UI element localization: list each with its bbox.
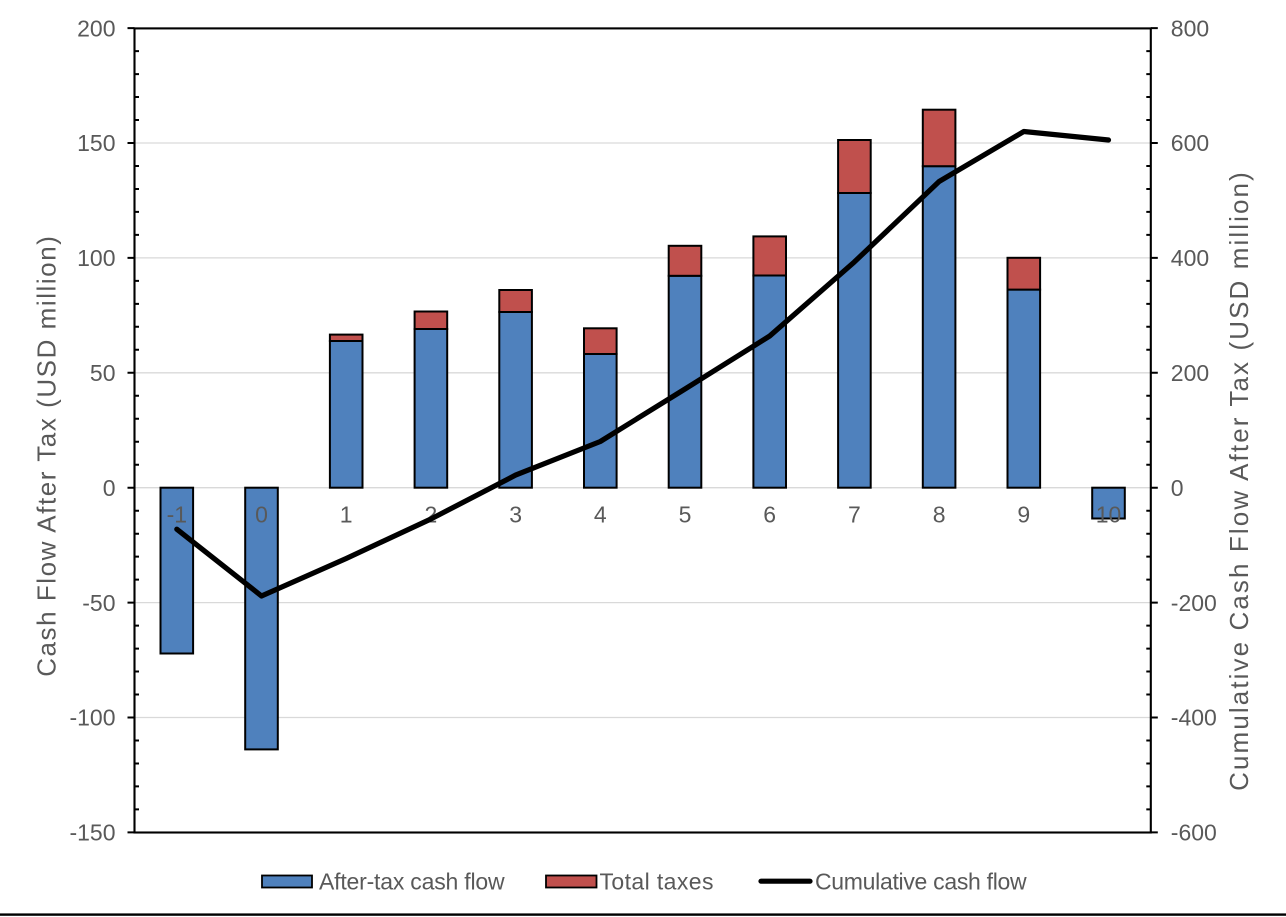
- svg-text:Cash Flow After Tax (USD milli: Cash Flow After Tax (USD million): [32, 235, 62, 677]
- svg-text:200: 200: [77, 15, 115, 41]
- svg-text:400: 400: [1171, 245, 1209, 271]
- svg-text:50: 50: [90, 360, 116, 386]
- svg-text:150: 150: [77, 130, 115, 156]
- svg-text:-1: -1: [167, 502, 187, 528]
- svg-text:Cumulative cash flow: Cumulative cash flow: [815, 868, 1027, 894]
- svg-text:9: 9: [1017, 502, 1030, 528]
- svg-text:After-tax cash flow: After-tax cash flow: [319, 868, 505, 894]
- svg-text:-400: -400: [1171, 705, 1217, 731]
- svg-text:7: 7: [848, 502, 861, 528]
- svg-text:3: 3: [509, 502, 522, 528]
- svg-text:5: 5: [679, 502, 692, 528]
- svg-text:1: 1: [340, 502, 353, 528]
- svg-text:-150: -150: [69, 820, 115, 846]
- svg-text:800: 800: [1171, 15, 1209, 41]
- svg-text:0: 0: [103, 475, 116, 501]
- svg-text:200: 200: [1171, 360, 1209, 386]
- svg-text:100: 100: [77, 245, 115, 271]
- svg-text:-50: -50: [82, 590, 115, 616]
- svg-text:10: 10: [1096, 502, 1122, 528]
- svg-text:Cumulative Cash Flow After Tax: Cumulative Cash Flow After Tax (USD mill…: [1224, 170, 1254, 791]
- svg-text:8: 8: [933, 502, 946, 528]
- svg-text:-600: -600: [1171, 820, 1217, 846]
- svg-text:0: 0: [255, 502, 268, 528]
- svg-text:-200: -200: [1171, 590, 1217, 616]
- svg-text:0: 0: [1171, 475, 1184, 501]
- svg-text:600: 600: [1171, 130, 1209, 156]
- svg-text:6: 6: [763, 502, 776, 528]
- svg-text:4: 4: [594, 502, 607, 528]
- svg-text:-100: -100: [69, 705, 115, 731]
- svg-text:Total taxes: Total taxes: [600, 868, 714, 894]
